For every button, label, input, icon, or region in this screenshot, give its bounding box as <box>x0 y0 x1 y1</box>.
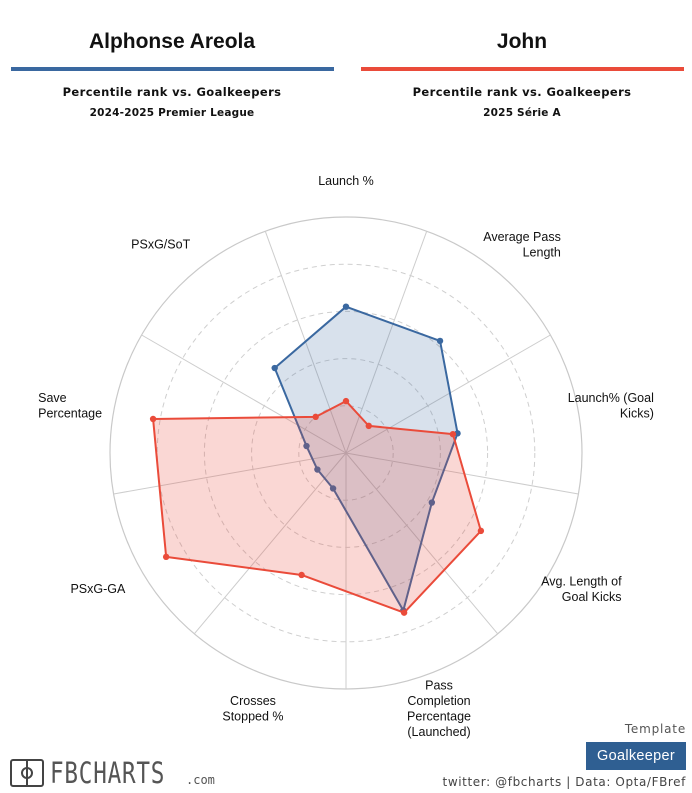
axis-label-4: Avg. Length of Goal Kicks <box>541 574 622 604</box>
series-1-point-1 <box>342 303 350 310</box>
series-2-point-1 <box>342 397 350 405</box>
radar-spoke-8 <box>113 452 347 495</box>
series-2-point-2 <box>365 422 372 430</box>
series-2-point-3 <box>449 430 457 438</box>
series-2-point-6 <box>298 571 305 579</box>
series-1-point-2 <box>436 337 444 345</box>
radar-spoke-7 <box>193 452 347 635</box>
credit-text: twitter: @fbcharts | Data: Opta/FBref <box>442 775 686 789</box>
pitch-icon <box>10 759 44 787</box>
template-badge: Goalkeeper <box>586 742 686 770</box>
series-2-point-4 <box>477 527 485 535</box>
player2-color-bar <box>361 67 684 71</box>
player1-league: 2024-2025 Premier League <box>89 107 255 119</box>
axis-label-8: Save Percentage <box>38 391 102 421</box>
player2-league: 2025 Série A <box>483 107 561 119</box>
series-1-point-9 <box>271 364 278 372</box>
player2-subtitle: Percentile rank vs. Goalkeepers <box>412 85 632 99</box>
series-2-point-9 <box>312 413 319 421</box>
template-label: Template <box>624 722 686 736</box>
player1-subtitle: Percentile rank vs. Goalkeepers <box>62 85 282 99</box>
radar-grid-ring-3 <box>203 310 489 596</box>
series-1-point-8 <box>303 442 310 450</box>
radar-spoke-4 <box>345 452 579 495</box>
series-2-point-5 <box>400 609 408 616</box>
axis-label-1: Launch % <box>318 174 374 188</box>
series-area-2 <box>152 400 482 614</box>
logo-suffix: .com <box>186 773 215 787</box>
axis-label-3: Launch% (Goal Kicks) <box>568 391 654 421</box>
axis-label-6: Crosses Stopped % <box>222 694 283 724</box>
player1-name: Alphonse Areola <box>88 30 256 53</box>
axis-label-5: Pass Completion Percentage (Launched) <box>407 678 471 739</box>
axis-label-7: PSxG-GA <box>70 582 126 596</box>
radar-spoke-3 <box>345 334 551 454</box>
series-1-point-4 <box>428 499 436 506</box>
player1-color-bar <box>11 67 334 71</box>
series-2-point-8 <box>149 415 157 423</box>
series-1-point-7 <box>314 466 321 473</box>
series-1-point-6 <box>329 485 337 492</box>
axis-label-2: Average Pass Length <box>483 230 561 260</box>
radar-spoke-9 <box>141 334 347 454</box>
fbcharts-logo: FBCHARTS <box>10 756 198 790</box>
logo-text: FBCHARTS <box>50 756 166 790</box>
radar-grid-ring-4 <box>156 263 536 643</box>
series-2-point-7 <box>162 553 170 561</box>
series-area-1 <box>273 305 459 612</box>
player2-name: John <box>496 30 548 53</box>
axis-label-9: PSxG/SoT <box>131 238 190 252</box>
